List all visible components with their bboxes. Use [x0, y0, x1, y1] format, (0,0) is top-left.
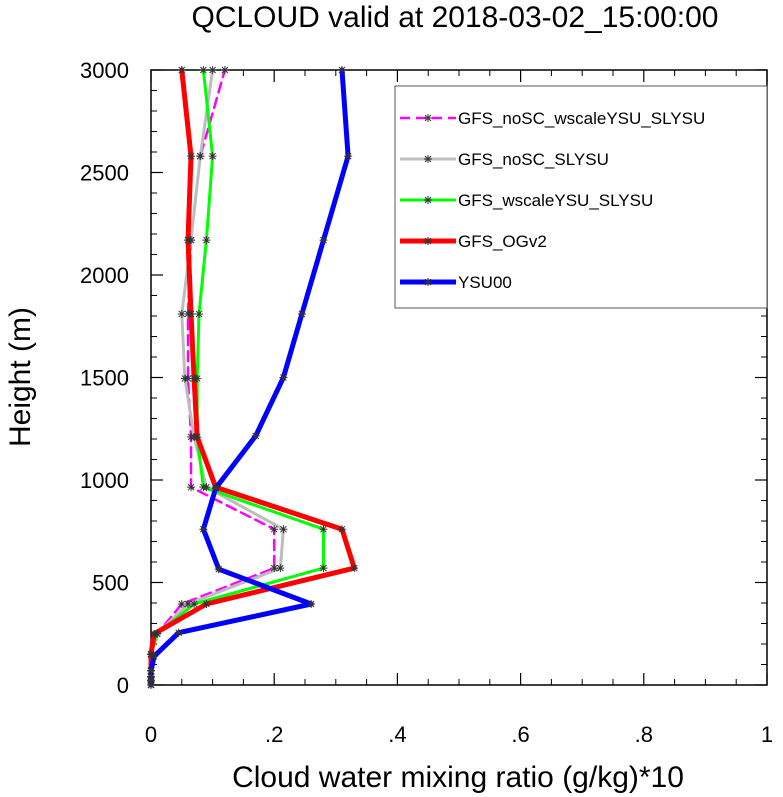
data-point-gfs-wscaleysu-slysu: [195, 309, 204, 318]
legend-label-gfs-nosc-wscaleysu-slysu: GFS_noSC_wscaleYSU_SLYSU: [458, 109, 705, 128]
y-tick-label: 1000: [80, 468, 129, 493]
legend-marker-gfs-ogv2: [424, 237, 432, 245]
y-tick-label: 500: [92, 571, 129, 596]
data-point-ysu00: [150, 652, 159, 661]
legend-marker-gfs-wscaleysu-slysu: [424, 196, 432, 204]
data-point-gfs-wscaleysu-slysu: [208, 152, 217, 161]
series-line-gfs-ogv2: [148, 67, 357, 688]
data-point-gfs-nosc-slysu: [276, 564, 285, 573]
data-point-ysu00: [337, 66, 346, 74]
data-point-gfs-nosc-slysu: [183, 600, 192, 609]
data-point-gfs-nosc-slysu: [180, 374, 189, 383]
data-point-gfs-nosc-wscaleysu-slysu: [220, 66, 229, 74]
x-tick-label: .4: [388, 722, 406, 747]
data-point-gfs-nosc-slysu: [279, 525, 288, 534]
data-point-gfs-ogv2: [350, 564, 359, 573]
series-lines: [148, 67, 357, 688]
data-point-ysu00: [147, 666, 155, 675]
legend-marker-ysu00: [424, 278, 432, 286]
data-point-ysu00: [147, 681, 155, 689]
legend-label-gfs-wscaleysu-slysu: GFS_wscaleYSU_SLYSU: [458, 191, 653, 210]
data-point-ysu00: [307, 600, 316, 609]
data-point-gfs-ogv2: [202, 600, 211, 609]
data-point-gfs-ogv2: [147, 650, 155, 659]
legend-marker-gfs-nosc-wscaleysu-slysu: [424, 114, 432, 122]
legend-label-gfs-ogv2: GFS_OGv2: [458, 232, 547, 251]
y-tick-label: 3000: [80, 58, 129, 83]
data-point-gfs-wscaleysu-slysu: [319, 525, 328, 534]
x-tick-label: .6: [511, 722, 529, 747]
legend-label-ysu00: YSU00: [458, 273, 512, 292]
x-tick-label: .2: [265, 722, 283, 747]
data-point-gfs-ogv2: [177, 66, 186, 74]
data-point-gfs-nosc-slysu: [208, 66, 217, 74]
data-point-ysu00: [214, 565, 223, 574]
y-tick-label: 2500: [80, 161, 129, 186]
legend-marker-gfs-nosc-slysu: [424, 155, 432, 163]
data-point-gfs-ogv2: [193, 432, 202, 441]
series-line-gfs-nosc-slysu: [149, 68, 285, 687]
legend-box: [394, 85, 768, 309]
x-axis-label: Cloud water mixing ratio (g/kg)*10: [232, 761, 684, 794]
data-point-gfs-ogv2: [187, 309, 196, 318]
data-point-ysu00: [297, 309, 306, 318]
data-point-gfs-ogv2: [187, 152, 196, 161]
data-point-gfs-nosc-wscaleysu-slysu: [187, 483, 196, 492]
y-tick-label: 0: [117, 673, 129, 698]
data-point-ysu00: [147, 676, 155, 685]
data-point-gfs-ogv2: [337, 525, 346, 534]
data-point-ysu00: [279, 373, 288, 382]
data-point-gfs-nosc-slysu: [196, 152, 205, 161]
data-point-ysu00: [199, 525, 208, 534]
x-tick-label: 0: [145, 722, 157, 747]
data-point-gfs-nosc-wscaleysu-slysu: [177, 600, 186, 609]
data-point-gfs-wscaleysu-slysu: [202, 236, 211, 245]
data-point-ysu00: [344, 152, 353, 161]
series-line-gfs-wscaleysu-slysu: [149, 68, 325, 687]
data-point-gfs-wscaleysu-slysu: [190, 600, 199, 609]
y-tick-label: 1500: [80, 366, 129, 391]
data-point-ysu00: [211, 484, 220, 493]
data-point-ysu00: [174, 628, 183, 637]
chart-title: QCLOUD valid at 2018-03-02_15:00:00: [192, 1, 719, 34]
x-tick-label: 1: [761, 722, 773, 747]
x-tick-label: .8: [635, 722, 653, 747]
y-tick-label: 2000: [80, 263, 129, 288]
data-point-ysu00: [319, 236, 328, 245]
legend-label-gfs-nosc-slysu: GFS_noSC_SLYSU: [458, 150, 609, 169]
data-point-ysu00: [251, 431, 260, 440]
data-point-gfs-ogv2: [183, 236, 192, 245]
legend: GFS_noSC_wscaleYSU_SLYSU GFS_noSC_SLYSU GF…: [394, 85, 768, 309]
data-point-gfs-wscaleysu-slysu: [199, 483, 208, 492]
data-point-gfs-nosc-wscaleysu-slysu: [270, 564, 279, 573]
data-point-gfs-wscaleysu-slysu: [319, 564, 328, 573]
y-axis-label: Height (m): [4, 307, 37, 447]
data-point-gfs-nosc-wscaleysu-slysu: [270, 525, 279, 534]
data-point-gfs-ogv2: [150, 629, 159, 638]
data-point-gfs-nosc-slysu: [177, 309, 186, 318]
series-markers: [147, 66, 359, 689]
data-point-gfs-wscaleysu-slysu: [199, 66, 208, 74]
data-point-ysu00: [147, 672, 155, 681]
data-point-gfs-ogv2: [190, 374, 199, 383]
axis-ticks: 0 .2 .4 .6 .8 1 0 500 1000 1500 2000 2500 3000: [80, 58, 773, 747]
